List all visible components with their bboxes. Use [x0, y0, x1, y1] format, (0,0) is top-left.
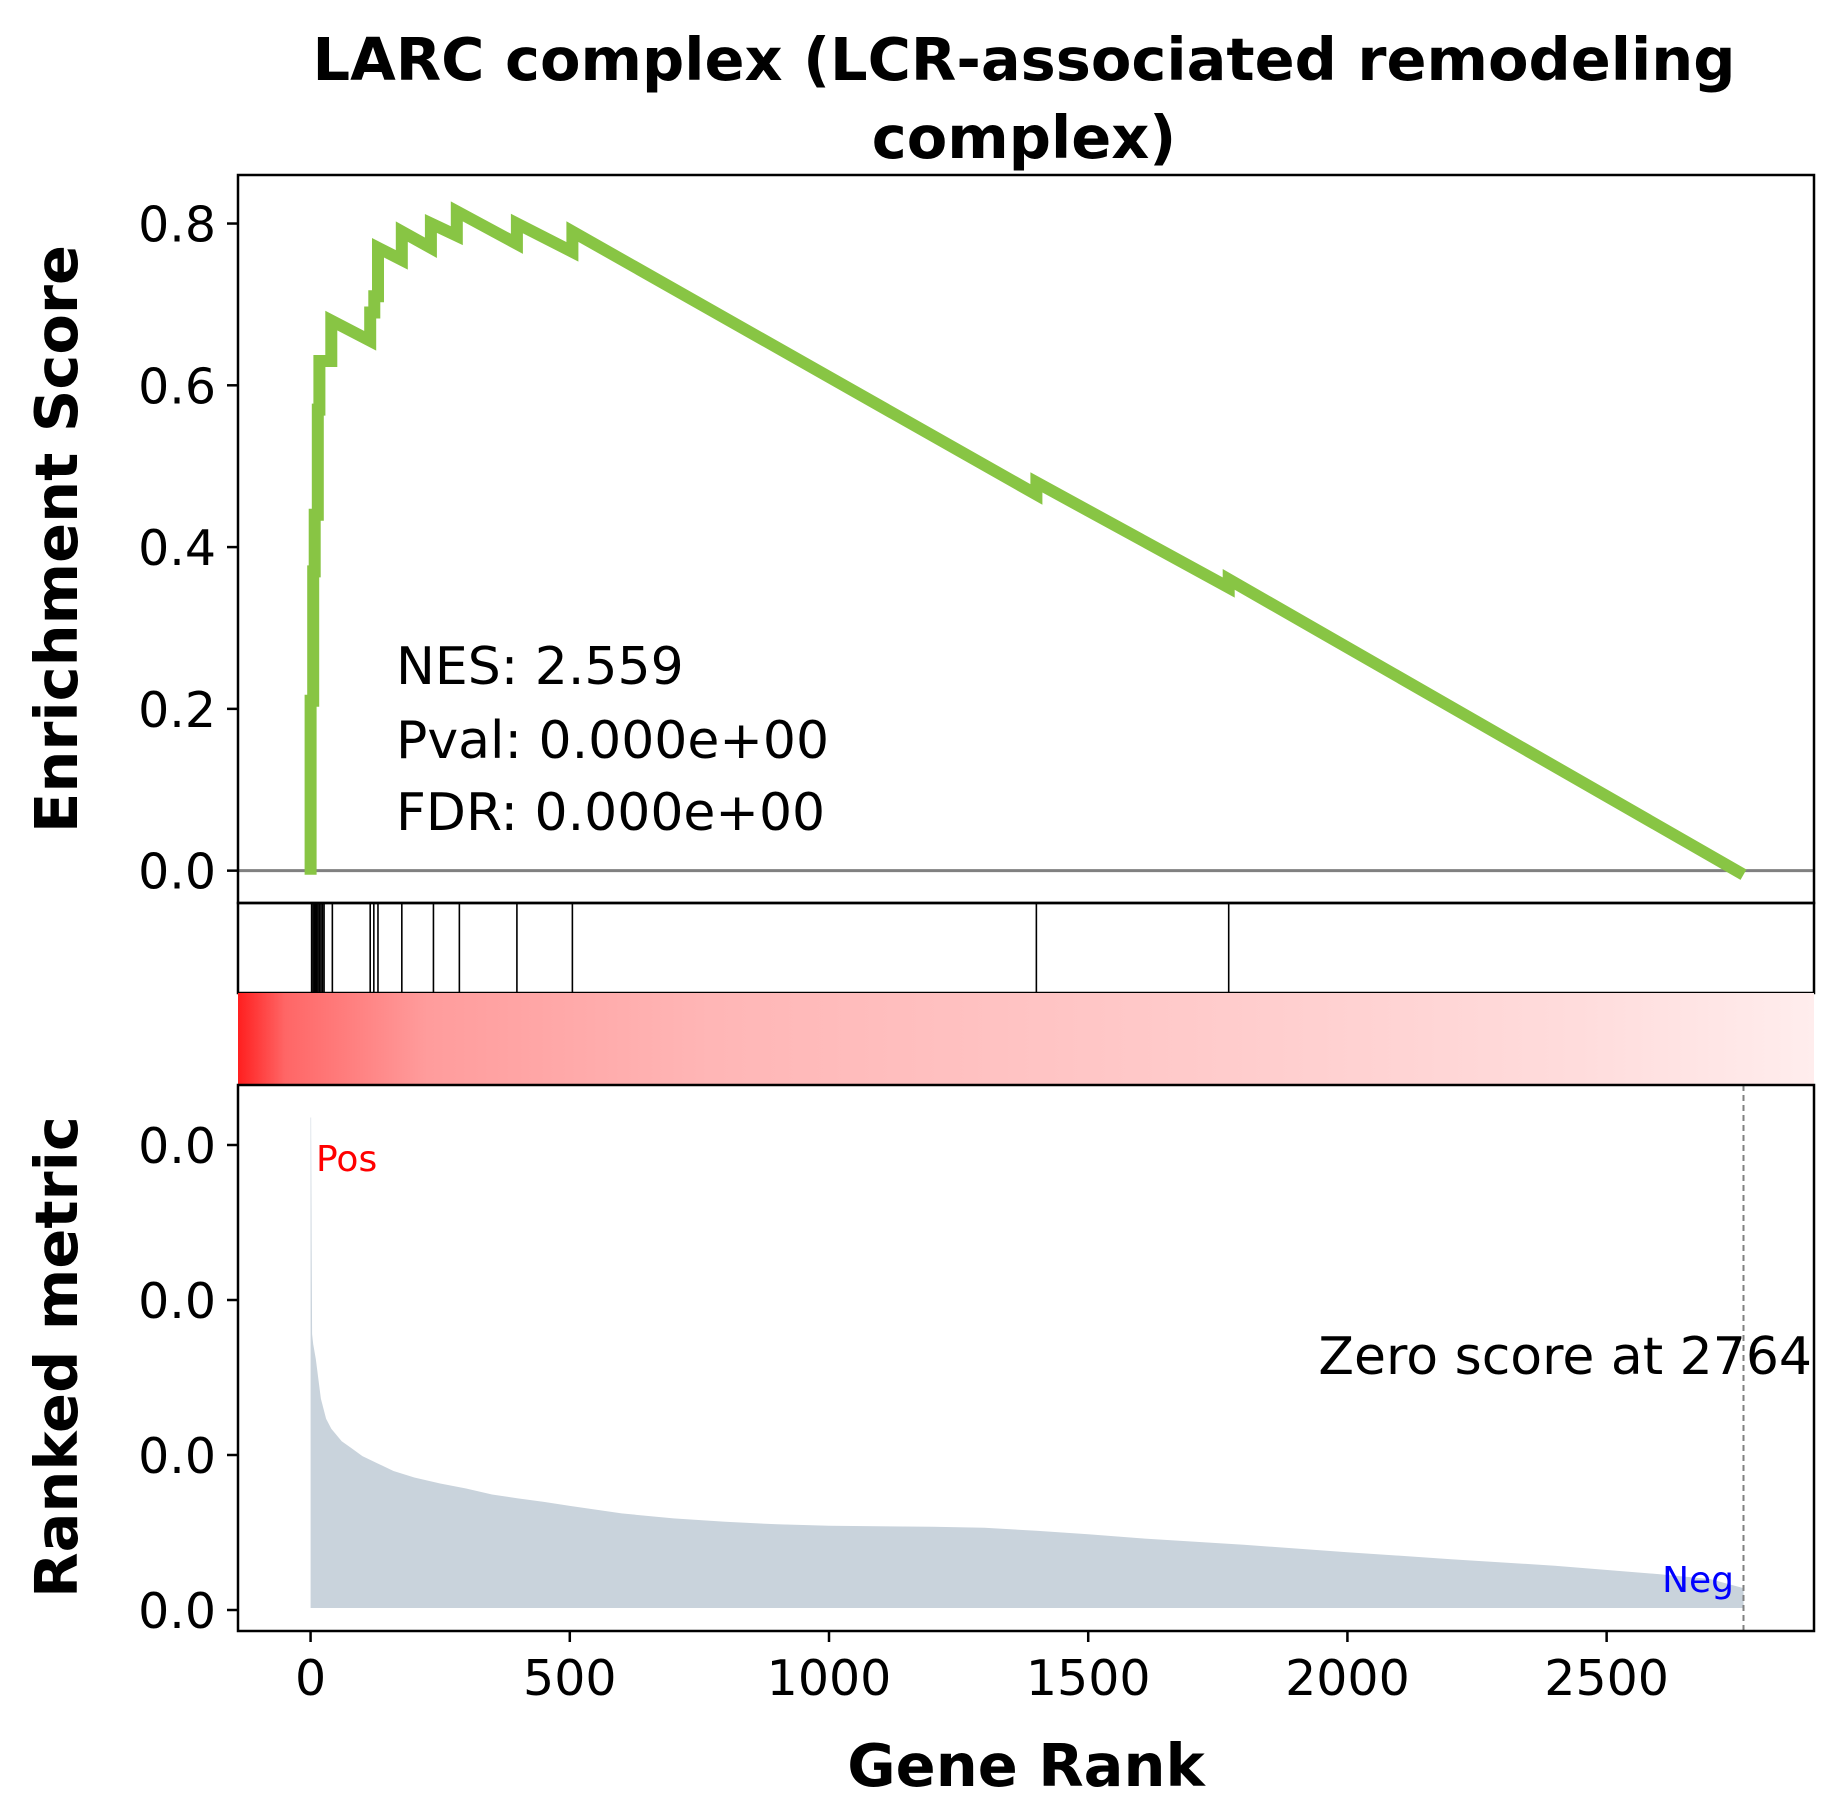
x-tick-label: 2500	[1544, 1650, 1669, 1707]
metric-y-axis-label: Ranked metric	[22, 1116, 91, 1598]
ranked-metric-area	[310, 1117, 1744, 1608]
enrichment-score-panel: 0.0 0.2 0.4 0.6 0.8 NES: 2.559 Pval: 0.000e+…	[138, 173, 1816, 905]
neg-label: Neg	[1662, 1560, 1734, 1601]
x-axis-label: Gene Rank	[847, 1731, 1206, 1800]
ranked-metric-panel: 0.0 0.0 0.0 0.0 Pos Neg Zero score at 2764	[138, 1083, 1816, 1640]
es-y-axis-label: Enrichment Score	[22, 245, 91, 833]
chart-title-line-1: LARC complex (LCR-associated remodeling	[312, 25, 1735, 94]
metric-y-tick-label: 0.0	[138, 1428, 216, 1485]
x-tick-label: 2000	[1285, 1650, 1410, 1707]
x-tick-label: 500	[523, 1650, 617, 1707]
metric-y-tick-label: 0.0	[138, 1118, 216, 1175]
es-y-tick-label: 0.6	[138, 358, 216, 415]
es-y-tick-label: 0.4	[138, 520, 216, 577]
x-tick-label: 0	[295, 1650, 326, 1707]
es-y-axis: 0.0 0.2 0.4 0.6 0.8	[138, 197, 238, 901]
zero-score-label: Zero score at 2764	[1318, 1327, 1812, 1387]
chart-title-line-2: complex)	[872, 103, 1176, 172]
gene-hits-panel	[236, 901, 1816, 995]
pos-label: Pos	[316, 1139, 377, 1180]
enrichment-score-line	[304, 201, 1747, 880]
metric-panel-frame	[236, 1083, 1816, 1633]
es-y-tick-label: 0.2	[138, 682, 216, 739]
x-tick-label: 1000	[767, 1650, 892, 1707]
x-tick-label: 1500	[1026, 1650, 1151, 1707]
es-y-tick-label: 0.8	[138, 197, 216, 254]
stat-fdr: FDR: 0.000e+00	[396, 783, 825, 843]
stat-nes: NES: 2.559	[396, 637, 684, 697]
hits-panel-frame	[236, 901, 1816, 995]
x-axis: 0 500 1000 1500 2000 2500	[295, 1631, 1669, 1707]
es-y-tick-label: 0.0	[138, 844, 216, 901]
stat-pval: Pval: 0.000e+00	[396, 711, 829, 771]
metric-y-axis: 0.0 0.0 0.0 0.0	[138, 1118, 238, 1640]
metric-y-tick-label: 0.0	[138, 1273, 216, 1330]
rank-color-bar	[238, 993, 1814, 1085]
metric-y-tick-label: 0.0	[138, 1583, 216, 1640]
